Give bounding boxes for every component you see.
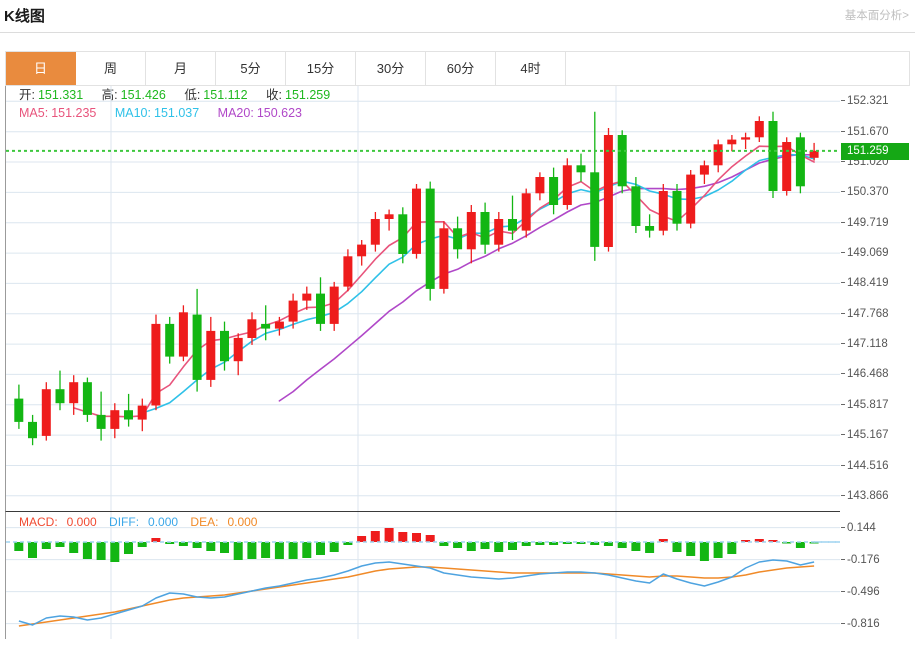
high-label: 高: [101, 88, 118, 102]
high-value: 151.426 [120, 88, 166, 102]
macd-axis-tick: -0.816 [841, 617, 880, 631]
header-bar: K线图 基本面分析> [0, 0, 915, 33]
current-price-badge: 151.259 [841, 142, 909, 160]
open-value: 151.331 [37, 88, 84, 102]
price-axis-tick: 147.118 [841, 337, 888, 351]
page-title: K线图 [4, 8, 45, 25]
ma5-label: MA5: [19, 106, 49, 120]
y-axis: 152.321 151.670 151.020 150.370 149.719 149.0… [841, 86, 910, 639]
fundamental-analysis-link[interactable]: 基本面分析> [844, 10, 909, 22]
price-axis-tick: 150.370 [841, 185, 889, 199]
price-axis-tick: 146.468 [841, 367, 889, 381]
price-axis-tick: 151.670 [841, 125, 889, 139]
quote-info-panel: 开: 151.331 高: 151.426 低: 151.112 收: 151.259 … [5, 86, 910, 122]
tab-3[interactable]: 5分 [216, 52, 286, 85]
tab-4[interactable]: 15分 [286, 52, 356, 85]
ma10-value: 151.037 [154, 106, 200, 120]
tab-2[interactable]: 月 [146, 52, 216, 85]
price-axis-tick: 144.516 [841, 459, 889, 473]
ma20-label: MA20: [217, 106, 254, 120]
macd-plot-area[interactable] [5, 511, 840, 639]
macd-axis-tick: -0.496 [841, 585, 880, 599]
tab-6[interactable]: 60分 [426, 52, 496, 85]
low-value: 151.112 [203, 88, 248, 102]
price-plot-area[interactable] [5, 86, 840, 511]
candlestick-svg [6, 86, 840, 511]
macd-svg [6, 512, 840, 639]
price-axis-tick: 149.719 [841, 216, 889, 230]
diff-label: DIFF: [109, 515, 140, 529]
tab-7[interactable]: 4时 [496, 52, 566, 85]
period-tab-bar: 日周月 5分 15分 30分 60分 4时 [5, 51, 910, 86]
chart-frame: MACD: 0.000 DIFF: 0.000 DEA: 0.000 152.321 1… [5, 86, 910, 639]
macd-axis-tick: 0.144 [841, 521, 876, 535]
ohlc-row: 开: 151.331 高: 151.426 低: 151.112 收: 151.259 [19, 86, 333, 104]
price-axis-tick: 145.167 [841, 428, 889, 442]
close-value: 151.259 [285, 88, 331, 102]
close-label: 收: [266, 88, 283, 102]
tab-1[interactable]: 周 [76, 52, 146, 85]
macd-value: 0.000 [66, 515, 97, 529]
low-label: 低: [184, 88, 201, 102]
price-axis-tick: 145.817 [841, 398, 889, 412]
ma-legend-row: MA5: 151.235 MA10: 151.037 MA20: 150.623 [19, 104, 305, 122]
macd-axis-tick: -0.176 [841, 553, 880, 567]
price-axis-tick: 152.321 [841, 94, 889, 108]
ma10-label: MA10: [114, 106, 151, 120]
diff-value: 0.000 [148, 515, 179, 529]
open-label: 开: [19, 88, 35, 102]
ma5-value: 151.235 [51, 106, 97, 120]
price-axis-tick: 149.069 [841, 246, 889, 260]
tab-5[interactable]: 30分 [356, 52, 426, 85]
tab-bar-filler [566, 52, 909, 85]
macd-legend: MACD: 0.000 DIFF: 0.000 DEA: 0.000 [19, 515, 266, 529]
dea-value: 0.000 [227, 515, 258, 529]
price-axis-tick: 148.419 [841, 276, 889, 290]
ma20-value: 150.623 [256, 106, 302, 120]
dea-label: DEA: [190, 515, 219, 529]
tab-0[interactable]: 日 [6, 52, 76, 85]
macd-label: MACD: [19, 515, 58, 529]
price-axis-tick: 143.866 [841, 489, 889, 503]
price-axis-tick: 147.768 [841, 307, 889, 321]
